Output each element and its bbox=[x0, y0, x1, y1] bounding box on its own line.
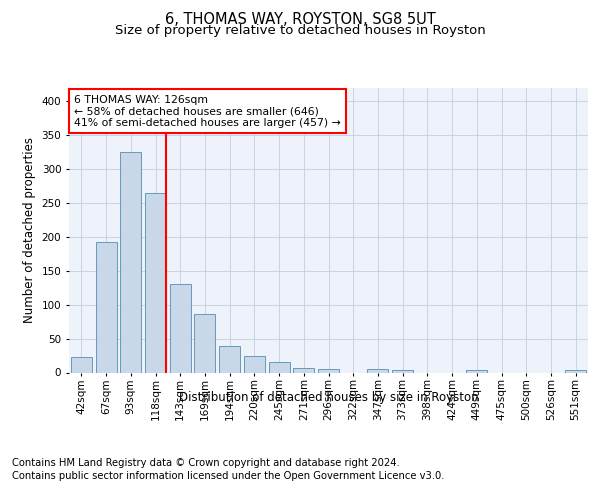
Text: Contains public sector information licensed under the Open Government Licence v3: Contains public sector information licen… bbox=[12, 471, 445, 481]
Bar bbox=[392, 370, 413, 372]
Bar bbox=[318, 369, 339, 372]
Bar bbox=[269, 362, 290, 372]
Bar bbox=[170, 284, 191, 372]
Bar bbox=[120, 152, 141, 372]
Bar bbox=[95, 242, 116, 372]
Bar bbox=[71, 357, 92, 372]
Bar bbox=[565, 370, 586, 372]
Bar bbox=[145, 192, 166, 372]
Bar bbox=[293, 368, 314, 372]
Bar bbox=[466, 370, 487, 372]
Bar bbox=[244, 356, 265, 372]
Text: 6 THOMAS WAY: 126sqm
← 58% of detached houses are smaller (646)
41% of semi-deta: 6 THOMAS WAY: 126sqm ← 58% of detached h… bbox=[74, 94, 341, 128]
Text: 6, THOMAS WAY, ROYSTON, SG8 5UT: 6, THOMAS WAY, ROYSTON, SG8 5UT bbox=[164, 12, 436, 28]
Bar bbox=[194, 314, 215, 372]
Bar bbox=[219, 346, 240, 372]
Text: Distribution of detached houses by size in Royston: Distribution of detached houses by size … bbox=[179, 391, 479, 404]
Y-axis label: Number of detached properties: Number of detached properties bbox=[23, 137, 36, 323]
Text: Size of property relative to detached houses in Royston: Size of property relative to detached ho… bbox=[115, 24, 485, 37]
Bar bbox=[367, 369, 388, 372]
Text: Contains HM Land Registry data © Crown copyright and database right 2024.: Contains HM Land Registry data © Crown c… bbox=[12, 458, 400, 468]
